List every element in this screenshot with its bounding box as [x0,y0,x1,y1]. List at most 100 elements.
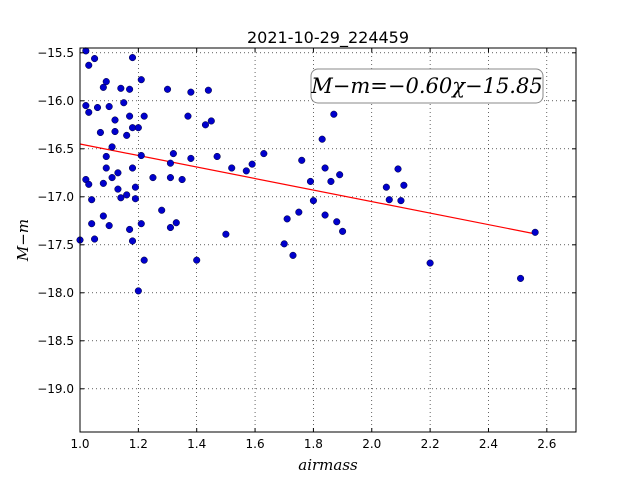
data-point [99,212,107,220]
data-point [222,230,230,238]
y-tick-label: −15.5 [37,46,74,60]
data-point [128,237,137,245]
data-point [140,112,148,120]
y-tick-label: −16.0 [37,94,74,108]
data-point [114,185,122,193]
data-point [117,194,125,202]
data-point [178,175,186,184]
data-point [105,222,113,230]
data-point [336,171,344,179]
y-tick-label: −17.5 [37,238,74,252]
x-axis-label: airmass [298,456,358,474]
x-tick-label: 2.0 [362,437,381,451]
data-point [149,174,157,182]
data-point [309,197,317,205]
data-point [85,180,93,188]
data-point [128,54,137,62]
data-point [193,256,201,264]
data-point [321,164,329,172]
data-point [91,55,99,63]
data-point [228,164,236,172]
x-tick-label: 2.4 [479,437,498,451]
data-point [108,174,116,182]
x-tick-label: 1.2 [129,437,148,451]
data-point [397,197,405,205]
fit-line-group [79,143,536,235]
data-point [339,227,347,235]
data-point [134,124,142,132]
data-point [289,251,297,259]
data-point [123,191,131,199]
data-point [321,211,329,219]
data-points [76,47,539,295]
data-point [128,164,137,172]
x-tick-label: 1.4 [187,437,206,451]
data-point [318,135,326,143]
data-point [166,223,174,232]
data-point [134,287,142,295]
data-point [248,160,256,168]
data-point [137,76,145,84]
data-point [85,108,93,116]
data-point [213,152,221,161]
fit-annotation-box: M−m=−0.60χ−15.85 [310,68,544,104]
data-point [531,228,539,236]
annotation-box [310,68,544,104]
x-tick-labels: 1.0 1.2 1.4 1.6 1.8 2.0 2.2 2.4 2.6 [70,437,556,451]
data-point [111,116,119,124]
data-point [184,112,192,120]
y-tick-labels: −15.5 −16.0 −16.5 −17.0 −17.5 −18.0 −18.5 −19.0 [37,46,74,396]
data-point [88,220,96,228]
data-point [137,151,145,160]
data-point [201,121,210,129]
data-point [102,78,110,86]
y-tick-label: −16.5 [37,142,74,156]
data-point [85,61,93,69]
data-point [131,183,139,191]
data-point [187,88,195,96]
data-point [120,99,128,107]
data-point [295,208,303,216]
data-point [102,152,110,161]
data-point [131,195,139,203]
data-point [111,127,119,136]
data-point [102,164,110,172]
data-point [306,177,315,185]
data-point [126,225,134,233]
data-point [88,196,96,204]
data-point [126,112,134,120]
data-point [166,159,174,167]
data-point [108,143,116,151]
y-tick-label: −17.0 [37,190,74,204]
data-point [187,154,195,162]
x-tick-label: 1.6 [246,437,265,451]
data-point [91,235,99,243]
data-point [137,220,145,228]
data-point [426,259,434,267]
data-point [204,86,212,94]
data-point [394,165,402,173]
x-tick-label: 1.8 [304,437,323,451]
data-point [82,102,90,110]
y-tick-label: −19.0 [37,382,74,396]
data-point [382,183,390,191]
data-point [99,179,107,187]
data-point [96,128,104,137]
data-point [126,85,134,93]
data-point [517,274,525,282]
fit-equation: M−m=−0.60χ−15.85 [310,74,542,98]
data-point [207,117,215,125]
data-point [330,110,338,118]
plot-frame [79,47,577,433]
data-point [117,84,125,92]
data-point [283,215,291,223]
data-point [114,169,122,177]
data-point [99,83,107,91]
data-point [158,206,166,214]
data-point [123,131,131,139]
y-axis-label: M−m [14,219,32,262]
data-point [242,167,250,175]
data-point [163,85,172,93]
data-point [169,150,177,158]
